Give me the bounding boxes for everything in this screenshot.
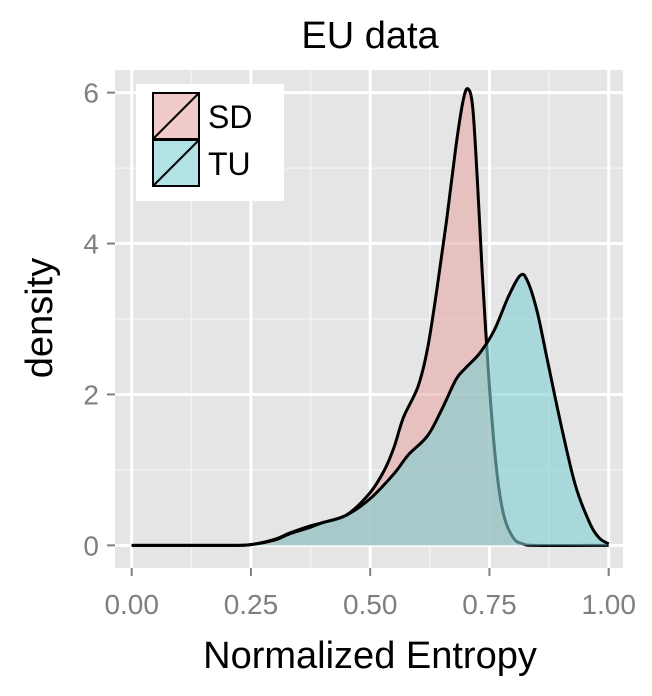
x-axis-title: Normalized Entropy (203, 635, 537, 677)
y-tick-label: 0 (83, 530, 99, 561)
legend-label-sd: SD (208, 99, 252, 135)
y-axis-ticks: 0 2 4 6 (83, 78, 115, 561)
series-tu-area (131, 274, 609, 546)
legend-key-slash (152, 92, 200, 140)
density-areas (131, 87, 610, 547)
y-tick-label: 2 (83, 379, 99, 410)
x-tick-label: 0.75 (462, 589, 517, 620)
legend: SD TU (136, 84, 284, 201)
chart-title: EU data (301, 15, 439, 57)
y-axis-title: density (19, 258, 61, 378)
series-tu-line (131, 272, 610, 547)
x-tick-label: 1.00 (581, 589, 636, 620)
y-tick-label: 4 (83, 229, 99, 260)
legend-key-slash (152, 139, 200, 187)
x-tick-label: 0.50 (343, 589, 398, 620)
x-tick-label: 0.25 (224, 589, 279, 620)
x-axis-ticks: 0.00 0.25 0.50 0.75 1.00 (104, 568, 636, 620)
legend-label-tu: TU (208, 146, 251, 182)
x-tick-label: 0.00 (104, 589, 159, 620)
y-tick-label: 6 (83, 78, 99, 109)
